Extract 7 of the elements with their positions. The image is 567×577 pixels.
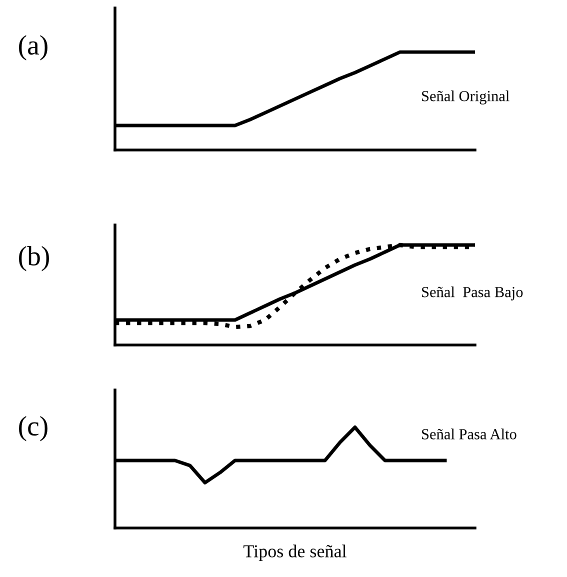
chart-title: (a) [19,35,48,60]
chart-title: (c) [19,416,48,442]
annotation: Señal Pasa Alto [422,428,516,440]
annotation: Señal Pasa Bajo [422,286,523,300]
chart-title: (b) [19,246,49,272]
annotation: Señal Original [422,90,510,104]
x-axis-title: Tipos de señal [243,544,346,562]
